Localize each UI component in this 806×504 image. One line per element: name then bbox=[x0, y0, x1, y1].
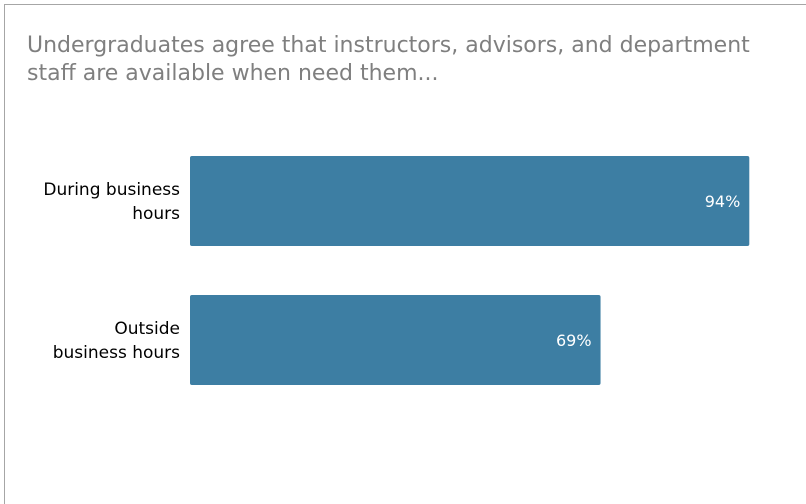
value-label-1: 69% bbox=[556, 331, 592, 350]
bar-0 bbox=[190, 156, 750, 246]
value-label-0: 94% bbox=[705, 192, 741, 211]
category-label-0: During business hours bbox=[43, 180, 180, 224]
chart-title: Undergraduates agree that instructors, a… bbox=[27, 33, 750, 86]
bar-1 bbox=[190, 295, 601, 385]
chart-frame bbox=[4, 4, 806, 504]
bar-chart: 94% During business hours 69% Outside busines… bbox=[43, 156, 750, 385]
category-label-1: Outside business hours bbox=[53, 319, 180, 363]
